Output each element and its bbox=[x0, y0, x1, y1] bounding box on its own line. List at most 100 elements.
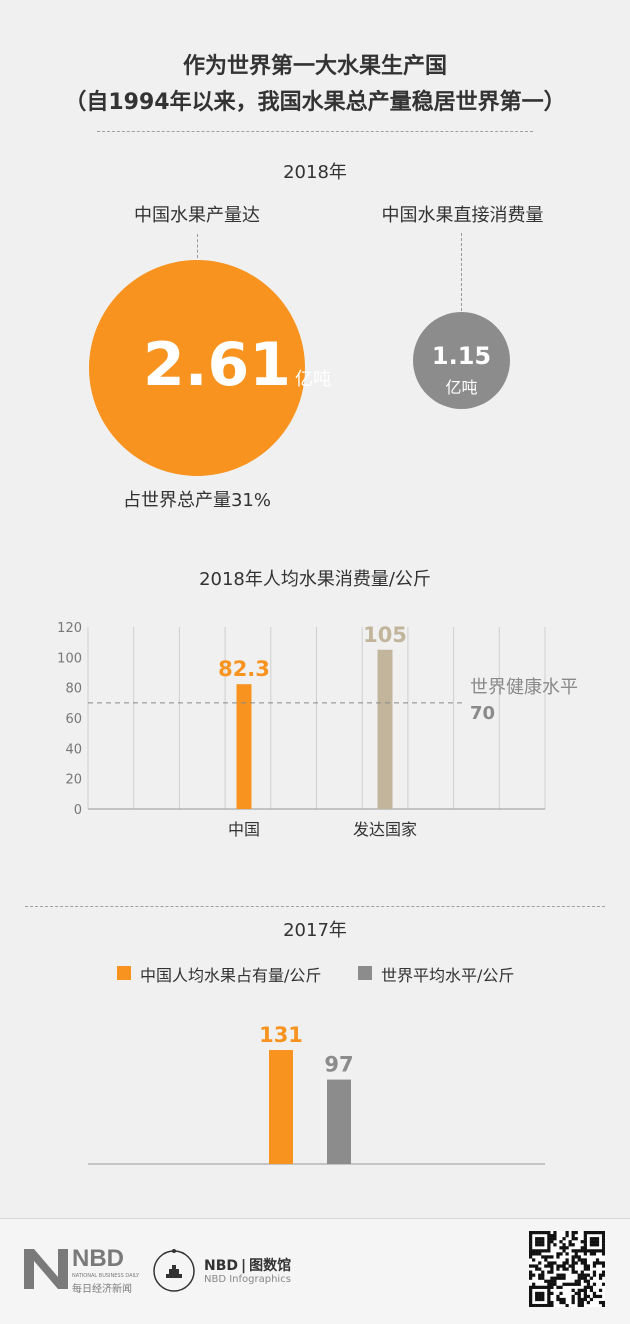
production-connector bbox=[197, 234, 198, 258]
qr-module bbox=[571, 1297, 575, 1302]
qr-module bbox=[541, 1291, 545, 1296]
qr-module bbox=[589, 1252, 594, 1256]
qr-module bbox=[541, 1276, 545, 1280]
qr-module bbox=[583, 1267, 587, 1271]
qr-module bbox=[565, 1303, 569, 1307]
qr-module bbox=[544, 1303, 548, 1307]
nbd-logo-cn: 每日经济新闻 bbox=[72, 1284, 132, 1295]
qr-module bbox=[532, 1258, 536, 1262]
qr-module bbox=[529, 1294, 533, 1299]
qr-module bbox=[541, 1249, 545, 1253]
qr-module bbox=[577, 1291, 581, 1296]
qr-module bbox=[538, 1261, 542, 1265]
qr-module bbox=[532, 1285, 536, 1289]
qr-module bbox=[580, 1270, 584, 1274]
qr-module bbox=[541, 1273, 545, 1277]
qr-module bbox=[565, 1258, 569, 1262]
qr-module bbox=[571, 1261, 575, 1265]
consumption-circle bbox=[413, 312, 510, 409]
y-tick-label: 0 bbox=[74, 803, 82, 818]
qr-module bbox=[544, 1249, 548, 1253]
qr-module bbox=[586, 1264, 590, 1268]
qr-module bbox=[583, 1234, 587, 1238]
qr-module bbox=[583, 1240, 587, 1244]
production-unit: 亿吨 bbox=[295, 369, 332, 390]
qr-module bbox=[595, 1237, 600, 1241]
qr-module bbox=[589, 1243, 594, 1247]
qr-module bbox=[601, 1234, 605, 1238]
qr-module bbox=[547, 1282, 551, 1286]
qr-module bbox=[592, 1249, 597, 1253]
qr-module bbox=[559, 1285, 563, 1289]
qr-module bbox=[589, 1237, 594, 1241]
qr-module bbox=[592, 1294, 597, 1299]
qr-module bbox=[535, 1264, 539, 1268]
qr-module bbox=[538, 1285, 542, 1289]
qr-module bbox=[529, 1240, 533, 1244]
y-tick-label: 40 bbox=[65, 742, 82, 757]
qr-module bbox=[586, 1300, 590, 1305]
qr-module bbox=[583, 1243, 587, 1247]
qr-module bbox=[589, 1288, 594, 1292]
qr-module bbox=[535, 1252, 539, 1256]
y-tick-label: 20 bbox=[65, 773, 82, 788]
qr-module bbox=[529, 1291, 533, 1296]
qr-module bbox=[547, 1237, 551, 1241]
qr-module bbox=[538, 1291, 542, 1296]
y-tick-label: 120 bbox=[57, 621, 82, 636]
qr-module bbox=[568, 1240, 572, 1244]
qr-module bbox=[529, 1243, 533, 1247]
qr-module bbox=[601, 1246, 605, 1250]
qr-module bbox=[538, 1303, 542, 1307]
qr-module bbox=[538, 1243, 542, 1247]
production-label: 中国水果产量达 bbox=[134, 205, 260, 226]
qr-module bbox=[577, 1297, 581, 1302]
infographics-en: NBD Infographics bbox=[204, 1274, 291, 1285]
qr-module bbox=[529, 1234, 533, 1238]
qr-module bbox=[550, 1300, 554, 1305]
qr-module bbox=[547, 1270, 551, 1274]
qr-module bbox=[529, 1300, 533, 1305]
qr-module bbox=[556, 1285, 560, 1289]
qr-module bbox=[544, 1279, 548, 1283]
x-tick-label: 中国 bbox=[228, 820, 260, 839]
qr-module bbox=[541, 1297, 545, 1302]
qr-module bbox=[532, 1231, 536, 1235]
qr-module bbox=[562, 1249, 566, 1253]
qr-module bbox=[529, 1270, 533, 1274]
qr-module bbox=[577, 1303, 581, 1307]
qr-module bbox=[580, 1303, 584, 1307]
qr-module bbox=[559, 1264, 563, 1268]
infographics-title: NBD | 图数馆 bbox=[204, 1258, 292, 1274]
qr-module bbox=[586, 1285, 590, 1289]
qr-module bbox=[550, 1282, 554, 1286]
qr-module bbox=[541, 1270, 545, 1274]
qr-module bbox=[553, 1279, 557, 1283]
qr-module bbox=[589, 1297, 594, 1302]
qr-module bbox=[565, 1252, 569, 1256]
qr-module bbox=[571, 1288, 575, 1292]
qr-module bbox=[541, 1294, 545, 1299]
qr-module bbox=[547, 1249, 551, 1253]
qr-module bbox=[574, 1249, 578, 1253]
qr-module bbox=[601, 1240, 605, 1244]
qr-module bbox=[592, 1243, 597, 1247]
qr-module bbox=[550, 1240, 554, 1244]
qr-module bbox=[580, 1249, 584, 1253]
qr-module bbox=[547, 1303, 551, 1307]
bar-value-label: 105 bbox=[363, 623, 407, 647]
qr-module bbox=[598, 1249, 603, 1253]
qr-module bbox=[565, 1231, 569, 1235]
qr-module bbox=[583, 1252, 587, 1256]
qr-module bbox=[598, 1231, 603, 1235]
qr-module bbox=[595, 1240, 600, 1244]
qr-module bbox=[529, 1273, 533, 1277]
qr-module bbox=[559, 1273, 563, 1277]
qr-module bbox=[541, 1243, 545, 1247]
year-2017-label: 2017年 bbox=[283, 920, 347, 941]
qr-module bbox=[574, 1291, 578, 1296]
qr-module bbox=[583, 1264, 587, 1268]
qr-module bbox=[547, 1240, 551, 1244]
qr-module bbox=[601, 1273, 605, 1277]
qr-module bbox=[562, 1267, 566, 1271]
